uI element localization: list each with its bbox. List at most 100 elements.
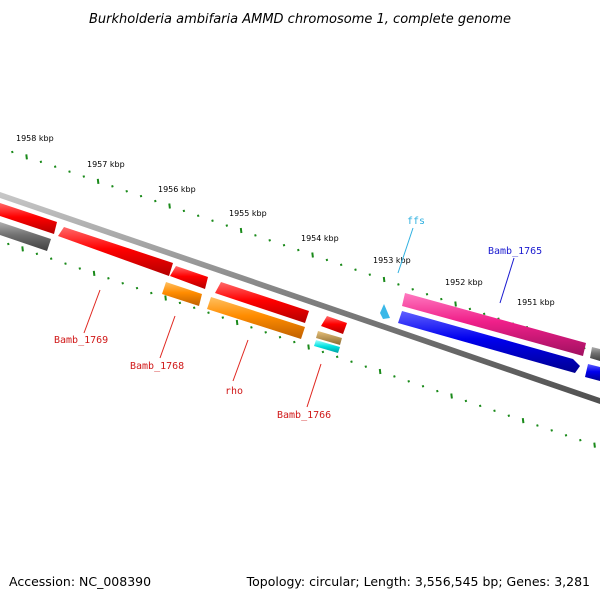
ruler-minor-tick — [154, 199, 157, 203]
gray-features — [0, 222, 600, 361]
minus-strand-genes — [0, 203, 347, 334]
leader-line — [83, 289, 101, 334]
ruler-minor-tick — [397, 283, 400, 286]
ruler-major-tick — [382, 276, 386, 283]
ruler-minor-tick — [182, 209, 186, 213]
genome-backbone — [0, 192, 600, 404]
gene-arrow — [314, 340, 340, 353]
gene-label-bamb-1768: Bamb_1768 — [130, 361, 184, 372]
ruler-minor-tick — [468, 307, 472, 311]
ruler-minor-tick — [325, 258, 329, 262]
ruler-minor-tick — [68, 170, 71, 173]
ruler-minor-tick — [139, 194, 143, 198]
ruler-minor-tick — [39, 160, 43, 164]
ruler-minor-tick — [225, 224, 229, 227]
ruler-minor-tick — [464, 399, 468, 403]
ruler-major-tick — [21, 246, 24, 252]
ruler-minor-tick — [335, 355, 339, 359]
kbp-labels: 1958 kbp 1957 kbp 1956 kbp 1955 kbp 1954… — [16, 134, 555, 307]
ruler-major-tick — [450, 393, 453, 399]
ruler-major-tick — [307, 344, 310, 350]
ruler-minor-tick — [107, 277, 110, 280]
ruler-minor-tick — [393, 375, 396, 378]
gene-label-bamb-1765: Bamb_1765 — [488, 246, 542, 257]
topology-text: Topology: circular; Length: 3,556,545 bp… — [246, 574, 590, 589]
map-title: Burkholderia ambifaria AMMD chromosome 1… — [89, 12, 511, 27]
leader-line — [232, 339, 249, 382]
accession-text: Accession: NC_008390 — [9, 574, 151, 589]
ruler-minor-tick — [207, 311, 210, 314]
ruler-minor-tick — [339, 263, 343, 267]
ruler-major-tick — [25, 154, 28, 160]
ruler-major-tick — [311, 252, 314, 258]
ruler-minor-tick — [221, 316, 225, 319]
ruler-major-tick — [239, 227, 243, 234]
gene-arrow-ffs — [380, 304, 390, 319]
ruler-minor-tick — [354, 268, 357, 272]
ruler-major-tick — [164, 295, 167, 301]
ruler-minor-tick — [440, 297, 443, 301]
ruler-minor-tick — [364, 365, 368, 368]
ruler-minor-tick — [121, 281, 124, 285]
ruler-minor-tick — [268, 239, 271, 242]
kbp-label: 1957 kbp — [87, 160, 125, 169]
kbp-label: 1958 kbp — [16, 134, 54, 143]
ruler-minor-tick — [254, 234, 257, 237]
ruler-minor-tick — [82, 175, 86, 178]
gene-arrow-blue-edge — [585, 364, 600, 381]
ruler-major-tick — [168, 203, 171, 209]
leader-line — [159, 315, 176, 359]
ruler-minor-tick — [411, 288, 414, 291]
ruler-minor-tick — [368, 273, 372, 276]
orange-genes — [162, 282, 305, 339]
ruler-major-tick — [521, 417, 525, 424]
gene-arrow — [0, 222, 51, 251]
gene-arrow-rho — [215, 282, 309, 323]
ruler-minor-tick — [293, 340, 296, 344]
ruler-minor-tick — [297, 248, 300, 252]
ruler-minor-tick — [11, 150, 14, 154]
kbp-label: 1953 kbp — [373, 256, 411, 265]
ruler-minor-tick — [282, 243, 286, 247]
kbp-label: 1951 kbp — [517, 298, 555, 307]
ruler-minor-tick — [421, 384, 425, 388]
gene-arrow-bamb-1765 — [398, 311, 580, 373]
leader-line — [397, 227, 414, 274]
kbp-label: 1954 kbp — [301, 234, 339, 243]
gene-arrow-bamb-1768 — [162, 282, 202, 306]
gene-arrow-bamb-1768a — [170, 266, 208, 289]
gene-arrow-pink — [402, 293, 586, 356]
ruler-minor-tick — [135, 286, 139, 290]
gene-arrow-bamb-1770 — [0, 203, 57, 234]
ruler-minor-tick — [321, 350, 325, 354]
ruler-minor-tick — [579, 438, 582, 442]
ruler-minor-tick — [507, 414, 511, 417]
small-features — [314, 331, 342, 353]
ruler-major-tick — [235, 319, 239, 326]
leader-lines — [83, 227, 515, 408]
ruler-minor-tick — [7, 242, 10, 246]
ruler-minor-tick — [264, 331, 267, 334]
ruler-minor-tick — [564, 434, 568, 437]
gene-arrow-rho-rna — [207, 297, 305, 339]
ruler-major-tick — [593, 442, 596, 448]
ruler-minor-tick — [436, 389, 439, 393]
ruler-minor-tick — [35, 252, 39, 256]
ruler-minor-tick — [78, 267, 82, 270]
leader-line — [499, 257, 515, 304]
ruler-minor-tick — [178, 301, 182, 305]
ruler-minor-tick — [49, 257, 53, 261]
gene-arrow-bamb-1769 — [58, 227, 173, 276]
ruler-minor-tick — [478, 404, 482, 408]
ruler-minor-tick — [550, 429, 553, 432]
ruler-minor-tick — [192, 306, 196, 310]
ruler-minor-tick — [150, 291, 153, 295]
ruler-minor-tick — [493, 409, 496, 413]
ruler-major-tick — [378, 368, 382, 375]
leader-line — [306, 363, 322, 408]
ruler-minor-tick — [350, 360, 353, 364]
gene-label-bamb-1769: Bamb_1769 — [54, 335, 108, 346]
ruler-minor-tick — [536, 424, 539, 427]
ruler-minor-tick — [482, 312, 486, 316]
kbp-label: 1952 kbp — [445, 278, 483, 287]
